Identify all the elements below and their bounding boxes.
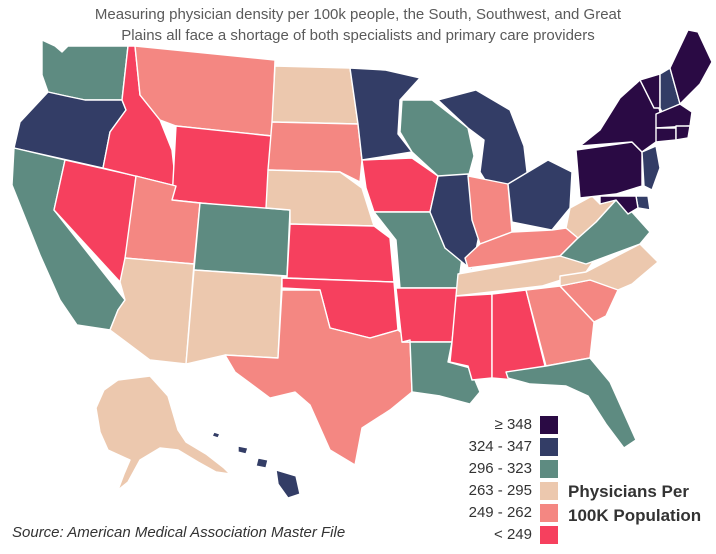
state-texas[interactable] [224,289,413,466]
state-rhode-island[interactable] [675,125,691,141]
state-florida[interactable] [505,357,637,449]
state-maryland[interactable] [599,195,639,215]
state-connecticut[interactable] [655,127,677,143]
state-arizona[interactable] [109,257,195,365]
legend-title: Physicians Per 100K Population [568,480,716,528]
legend-row: 249 - 262 [440,502,560,524]
legend-swatch [540,526,558,544]
legend-row: < 249 [440,524,560,546]
legend-swatch [540,416,558,434]
legend-row: 324 - 347 [440,436,560,458]
legend-swatch [540,504,558,522]
legend-title-line-1: Physicians Per [568,482,689,501]
state-minnesota[interactable] [349,67,421,161]
state-massachusetts[interactable] [655,103,693,129]
state-wyoming[interactable] [171,125,273,211]
state-north-carolina[interactable] [559,243,659,291]
state-north-dakota[interactable] [271,65,359,125]
legend: ≥ 348 324 - 347 296 - 323 263 - 295 249 - 26… [440,414,710,549]
subtitle-line-2: Plains all face a shortage of both speci… [121,27,595,44]
state-louisiana[interactable] [401,339,481,405]
state-kansas[interactable] [286,223,395,283]
legend-label: < 249 [494,526,532,543]
legend-swatch [540,438,558,456]
map-subtitle: Measuring physician density per 100k peo… [0,4,716,46]
state-alaska[interactable] [95,375,231,491]
legend-swatch [540,460,558,478]
legend-title-line-2: 100K Population [568,506,702,525]
legend-row: ≥ 348 [440,414,560,436]
legend-label: 249 - 262 [468,504,532,521]
subtitle-line-1: Measuring physician density per 100k peo… [94,6,622,23]
state-new-mexico[interactable] [185,269,283,365]
state-colorado[interactable] [193,202,291,277]
legend-row: 296 - 323 [440,458,560,480]
state-georgia[interactable] [525,285,595,367]
legend-label: ≥ 348 [494,416,532,433]
state-arkansas[interactable] [395,287,459,343]
state-hawaii[interactable] [211,431,301,499]
state-new-jersey[interactable] [641,145,661,191]
state-maine[interactable] [669,29,713,105]
legend-label: 296 - 323 [468,460,532,477]
source-note: Source: American Medical Association Mas… [12,524,346,541]
legend-row: 263 - 295 [440,480,560,502]
legend-label: 324 - 347 [468,438,532,455]
legend-label: 263 - 295 [468,482,532,499]
state-pennsylvania[interactable] [575,141,643,199]
state-washington[interactable] [41,39,129,101]
legend-swatch [540,482,558,500]
